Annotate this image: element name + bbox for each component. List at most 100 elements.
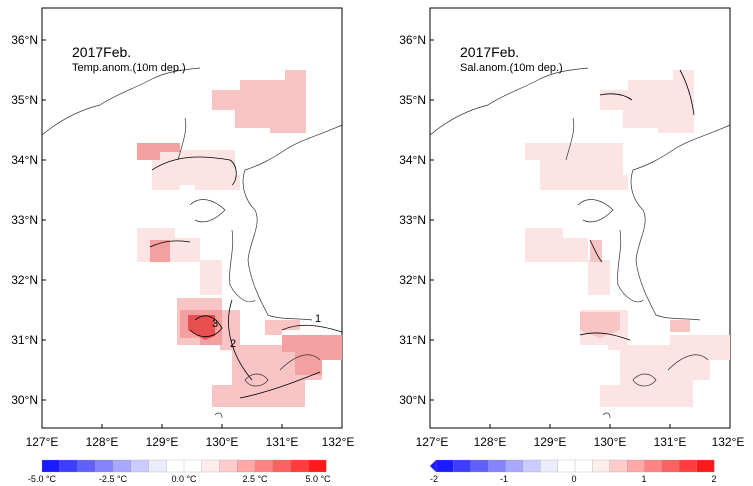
temp-panel-subtitle: Temp.anom.(10m dep.)	[72, 62, 186, 74]
sal-cbar-label-p2: 2	[711, 474, 716, 484]
sal-cbar-label-zero: 0	[571, 474, 576, 484]
sal-xtick-131e: 131°E	[654, 435, 687, 449]
colorbar-cell	[540, 459, 559, 473]
colorbar-cell	[219, 459, 238, 473]
temp-ytick-34n: 34°N	[11, 153, 38, 167]
temp-contours	[149, 156, 343, 399]
kyushu-east-coast	[242, 124, 343, 321]
tsushima-island	[565, 117, 575, 161]
colorbar-cell	[522, 459, 541, 473]
temp-cell-mid	[152, 150, 240, 190]
temp-contour-line	[228, 299, 253, 381]
colorbar-cell	[453, 459, 472, 473]
temp-contour-line	[149, 240, 191, 248]
kyushu-west-coast	[577, 199, 614, 223]
colorbar-cell	[308, 459, 327, 473]
temp-cbar-label-max: 5.0 °C	[305, 474, 331, 484]
sal-xtick-127e: 127°E	[416, 435, 449, 449]
colorbar-cell	[626, 459, 645, 473]
yakushima-island	[279, 354, 321, 371]
temp-xtick-131e: 131°E	[266, 435, 299, 449]
temp-cbar-label-m25: -2.5 °C	[99, 474, 128, 484]
sal-ytick-35n: 35°N	[399, 93, 426, 107]
temp-contour-line	[239, 371, 321, 399]
small-island	[214, 412, 223, 419]
temp-cbar-label-zero: 0.0 °C	[171, 474, 197, 484]
sal-ytick-33n: 33°N	[399, 213, 426, 227]
sal-panel: 2017Feb. Sal.anom.(10m dep.) 36°N 35°N 3…	[399, 7, 745, 484]
colorbar-cell	[435, 459, 454, 473]
temp-coastlines	[41, 67, 343, 419]
temp-xtick-127e: 127°E	[26, 435, 59, 449]
amakusa-coast	[617, 229, 644, 303]
sal-cell-east-edge	[670, 320, 690, 332]
sal-coastlines	[429, 67, 731, 419]
temp-ytick-32n: 32°N	[11, 273, 38, 287]
sal-contour-line	[579, 332, 631, 341]
sal-xtick-132e: 132°E	[712, 435, 745, 449]
sal-xtick-129e: 129°E	[534, 435, 567, 449]
temp-x-axis: 127°E 128°E 129°E 130°E 131°E 132°E	[26, 424, 354, 449]
sal-cell-south	[580, 310, 730, 407]
sal-panel-title: 2017Feb.	[460, 44, 519, 60]
sal-cell-west	[525, 228, 610, 295]
korea-coast	[41, 67, 201, 136]
sal-cell-mid	[525, 143, 628, 190]
temp-cell-west-strong	[150, 240, 170, 262]
sal-colorbar: -2 -1 0 1 2	[430, 459, 717, 484]
sal-cbar-label-m1: -1	[500, 474, 508, 484]
temp-cell-north	[212, 70, 306, 133]
sal-anomaly-field	[525, 70, 730, 407]
colorbar-cell	[183, 459, 203, 473]
korea-coast	[429, 67, 589, 136]
colorbar-cell	[254, 459, 274, 473]
temp-panel-title: 2017Feb.	[72, 44, 131, 60]
temp-ytick-31n: 31°N	[11, 333, 38, 347]
temp-cbar-label-p25: 2.5 °C	[242, 474, 268, 484]
colorbar-cell	[95, 459, 114, 473]
tsushima-island	[177, 117, 187, 161]
tanegashima-island	[632, 373, 657, 387]
sal-xtick-130e: 130°E	[594, 435, 627, 449]
colorbar-cell	[470, 459, 489, 473]
colorbar-cell	[148, 459, 167, 473]
temp-y-axis: 36°N 35°N 34°N 33°N 32°N 31°N 30°N	[11, 33, 46, 407]
temp-contour-label-1: 1	[315, 313, 321, 325]
colorbar-cell	[130, 459, 149, 473]
colorbar-cell	[505, 459, 524, 473]
sal-ytick-31n: 31°N	[399, 333, 426, 347]
temp-cell-mid-strong	[137, 143, 180, 160]
sal-contour-line	[679, 69, 695, 116]
temp-contour-line	[189, 315, 223, 337]
colorbar-cell	[574, 459, 593, 473]
temp-xtick-129e: 129°E	[146, 435, 179, 449]
colorbar-cell	[696, 459, 715, 473]
temp-panel: 3 2 1 2017Feb. Temp.anom.(10m dep.) 36°N…	[11, 7, 354, 484]
colorbar-cell	[272, 459, 291, 473]
sal-y-axis: 36°N 35°N 34°N 33°N 32°N 31°N 30°N	[399, 33, 434, 407]
sal-cbar-label-m2: -2	[430, 474, 438, 484]
sal-colorbar-arrow	[430, 460, 436, 472]
sal-ytick-32n: 32°N	[399, 273, 426, 287]
small-island	[602, 412, 611, 419]
colorbar-cell	[59, 459, 78, 473]
colorbar-cell	[661, 459, 680, 473]
colorbar-cell	[644, 459, 663, 473]
kyushu-east-coast	[630, 124, 731, 321]
colorbar-cell	[77, 459, 96, 473]
colorbar-cell	[166, 459, 185, 473]
sal-contour-line	[599, 93, 633, 101]
temp-contour-line	[151, 156, 237, 186]
sal-contour-line	[589, 239, 603, 263]
colorbar-cell	[679, 459, 698, 473]
tanegashima-island	[244, 373, 269, 387]
temp-contour-label-3: 3	[212, 318, 218, 330]
amakusa-coast	[229, 229, 256, 303]
sal-xtick-128e: 128°E	[474, 435, 507, 449]
kyushu-west-coast	[189, 199, 226, 223]
temp-xtick-130e: 130°E	[206, 435, 239, 449]
temp-colorbar: -5.0 °C -2.5 °C 0.0 °C 2.5 °C 5.0 °C	[28, 459, 331, 484]
colorbar-cell	[557, 459, 576, 473]
colorbar-cell	[290, 459, 309, 473]
